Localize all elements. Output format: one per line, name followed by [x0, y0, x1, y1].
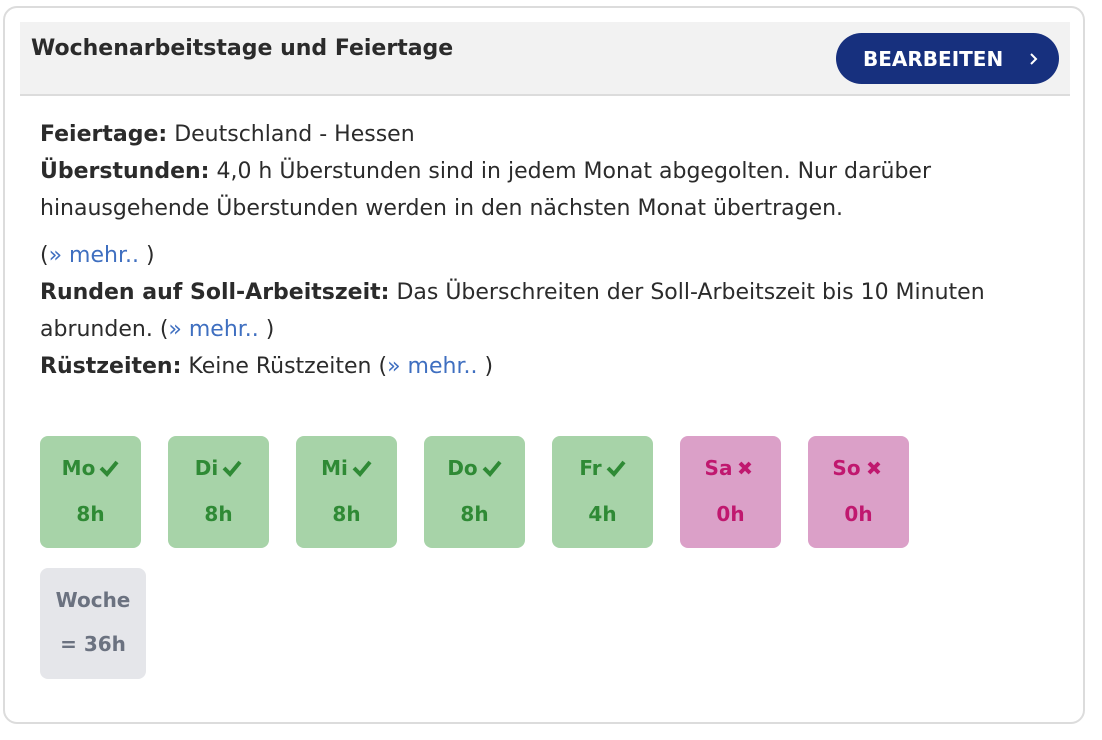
more-link[interactable]: » mehr.. [387, 354, 478, 379]
day-header: Mi [296, 456, 397, 480]
day-box: So 0h [808, 436, 909, 548]
info-label: Rüstzeiten: [40, 354, 182, 379]
day-hours: 0h [716, 502, 745, 526]
info-label: Feiertage: [40, 122, 168, 147]
check-icon [482, 460, 502, 477]
day-box: Mo 8h [40, 436, 141, 548]
check-icon [606, 460, 626, 477]
day-name: So [832, 456, 861, 480]
info-row: Runden auf Soll-Arbeitszeit: Das Übersch… [40, 274, 1040, 348]
info-label: Runden auf Soll-Arbeitszeit: [40, 280, 390, 305]
check-icon [222, 460, 242, 477]
day-header: Di [168, 456, 269, 480]
info-label: Überstunden: [40, 159, 210, 184]
info-row: Feiertage: Deutschland - Hessen [40, 116, 1040, 153]
day-box: Sa 0h [680, 436, 781, 548]
week-total: Woche = 36h [40, 568, 146, 679]
day-hours: 8h [332, 502, 361, 526]
paren: ) [145, 243, 155, 268]
info-row: Überstunden: 4,0 h Überstunden sind in j… [40, 153, 1040, 274]
day-box: Fr 4h [552, 436, 653, 548]
chevron-icon [1030, 52, 1038, 65]
day-box: Mi 8h [296, 436, 397, 548]
day-name: Do [447, 456, 478, 480]
paren: ) [265, 317, 275, 342]
check-icon [99, 460, 119, 477]
day-header: So [808, 456, 909, 480]
day-name: Mi [321, 456, 348, 480]
day-box: Do 8h [424, 436, 525, 548]
day-header: Fr [552, 456, 653, 480]
day-hours: 4h [588, 502, 617, 526]
day-hours: 8h [204, 502, 233, 526]
day-hours: 0h [844, 502, 873, 526]
check-icon [352, 460, 372, 477]
info-text: Das Überschreiten der Soll-Arbeitszeit b… [40, 280, 985, 342]
more-link[interactable]: » mehr.. [168, 317, 259, 342]
paren: ( [159, 317, 169, 342]
card [3, 6, 1085, 724]
day-header: Do [424, 456, 525, 480]
day-box: Di 8h [168, 436, 269, 548]
more-link-wrap: (» mehr.. ) [378, 354, 493, 379]
paren: ) [484, 354, 494, 379]
more-link-wrap: (» mehr.. ) [40, 237, 1040, 274]
more-link-wrap: (» mehr.. ) [160, 317, 275, 342]
paren: ( [378, 354, 388, 379]
day-hours: 8h [76, 502, 105, 526]
week-hours: = 36h [60, 632, 126, 656]
info-text: Deutschland - Hessen [174, 122, 415, 147]
day-hours: 8h [460, 502, 489, 526]
cross-icon [739, 461, 752, 475]
day-header: Mo [40, 456, 141, 480]
cross-icon [867, 461, 880, 475]
paren: ( [40, 243, 49, 268]
info-body: Feiertage: Deutschland - Hessen Überstund… [40, 116, 1040, 385]
edit-button[interactable]: BEARBEITEN [836, 33, 1059, 84]
more-link[interactable]: » mehr.. [48, 243, 139, 268]
info-row: Rüstzeiten: Keine Rüstzeiten (» mehr.. ) [40, 348, 1040, 385]
info-text: Keine Rüstzeiten [188, 354, 372, 379]
day-name: Fr [579, 456, 602, 480]
info-text: 4,0 h Überstunden sind in jedem Monat ab… [40, 159, 932, 221]
day-name: Di [194, 456, 219, 480]
day-name: Mo [61, 456, 96, 480]
edit-button-label[interactable]: BEARBEITEN [863, 46, 1004, 71]
card-header: Wochenarbeitstage und Feiertage BEARBEIT… [20, 22, 1070, 96]
day-header: Sa [680, 456, 781, 480]
week-label: Woche [55, 588, 131, 612]
card-title: Wochenarbeitstage und Feiertage [31, 36, 454, 61]
day-name: Sa [704, 456, 733, 480]
